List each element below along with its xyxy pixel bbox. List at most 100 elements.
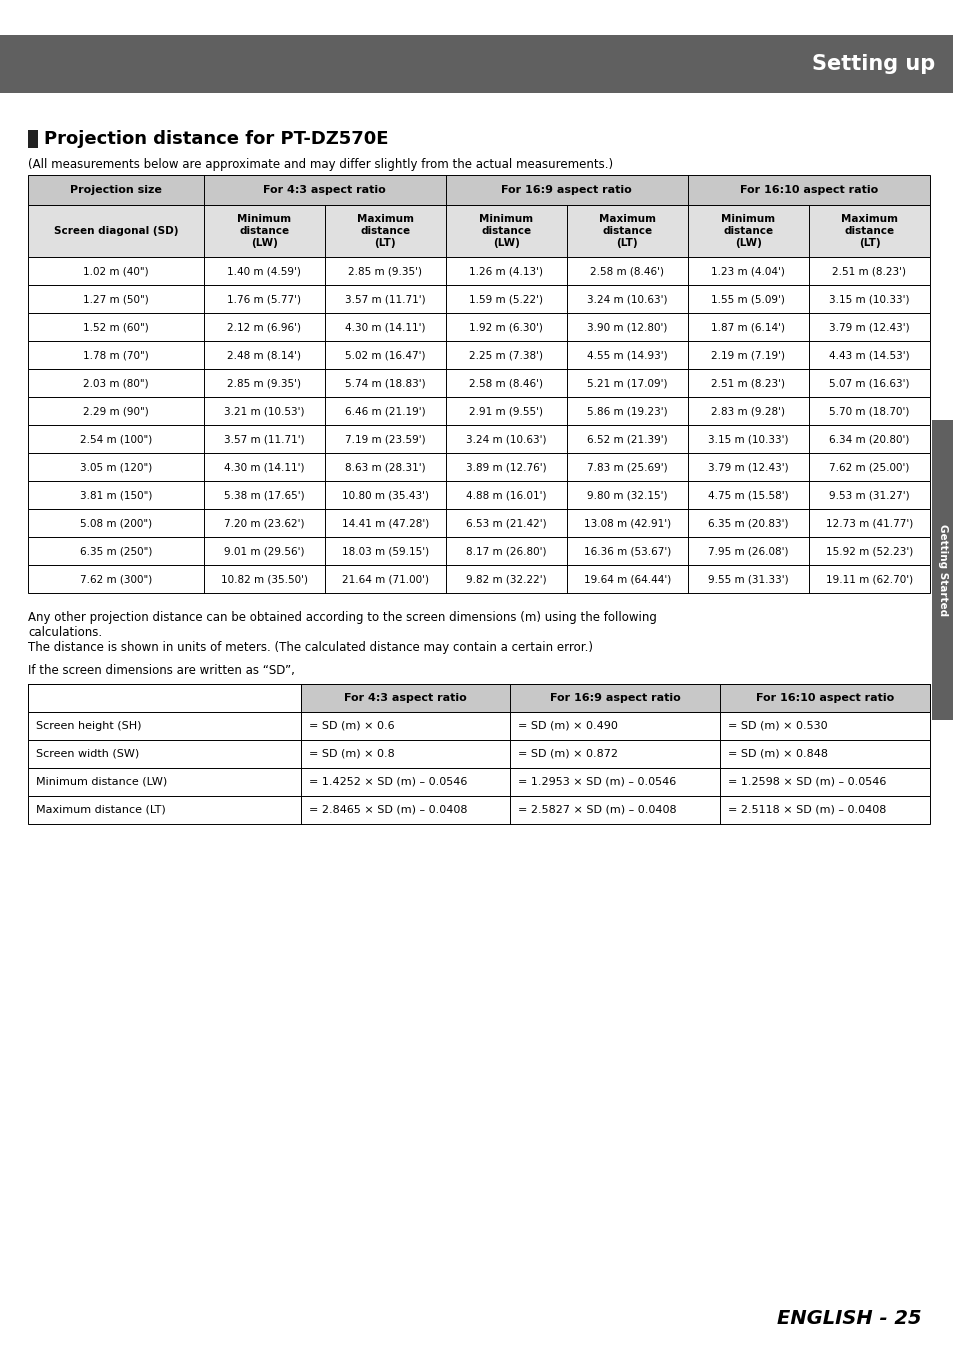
Text: 4.30 m (14.11'): 4.30 m (14.11') — [224, 462, 304, 472]
Text: 3.57 m (11.71'): 3.57 m (11.71') — [224, 433, 304, 444]
Text: = SD (m) × 0.848: = SD (m) × 0.848 — [727, 749, 827, 759]
Text: 3.15 m (10.33'): 3.15 m (10.33') — [828, 294, 909, 304]
Text: 12.73 m (41.77'): 12.73 m (41.77') — [825, 518, 912, 528]
Text: ENGLISH - 25: ENGLISH - 25 — [777, 1310, 921, 1328]
Bar — [28, 454, 929, 481]
Text: 2.03 m (80"): 2.03 m (80") — [83, 378, 149, 387]
Text: Maximum
distance
(LT): Maximum distance (LT) — [598, 213, 655, 248]
Text: 2.91 m (9.55'): 2.91 m (9.55') — [469, 406, 542, 416]
Bar — [931, 420, 953, 720]
Text: 3.05 m (120"): 3.05 m (120") — [79, 462, 152, 472]
Text: 3.79 m (12.43'): 3.79 m (12.43') — [707, 462, 788, 472]
Text: Any other projection distance can be obtained according to the screen dimensions: Any other projection distance can be obt… — [28, 612, 657, 624]
Text: For 16:9 aspect ratio: For 16:9 aspect ratio — [549, 693, 680, 703]
Text: For 4:3 aspect ratio: For 4:3 aspect ratio — [344, 693, 466, 703]
Text: Screen diagonal (SD): Screen diagonal (SD) — [53, 225, 178, 236]
Text: = SD (m) × 0.490: = SD (m) × 0.490 — [517, 721, 618, 730]
Text: 4.43 m (14.53'): 4.43 m (14.53') — [828, 350, 909, 360]
Text: = 1.2598 × SD (m) – 0.0546: = 1.2598 × SD (m) – 0.0546 — [727, 778, 885, 787]
Text: 5.08 m (200"): 5.08 m (200") — [80, 518, 152, 528]
Text: Screen height (SH): Screen height (SH) — [36, 721, 141, 730]
Text: Minimum
distance
(LW): Minimum distance (LW) — [478, 213, 533, 248]
Text: 3.15 m (10.33'): 3.15 m (10.33') — [707, 433, 788, 444]
Text: 10.80 m (35.43'): 10.80 m (35.43') — [341, 490, 428, 500]
Bar — [300, 684, 929, 711]
Bar — [28, 796, 929, 824]
Bar — [28, 481, 929, 509]
Text: 4.75 m (15.58'): 4.75 m (15.58') — [707, 490, 788, 500]
Text: 1.02 m (40"): 1.02 m (40") — [83, 266, 149, 275]
Text: 9.82 m (32.22'): 9.82 m (32.22') — [465, 574, 546, 585]
Text: 7.20 m (23.62'): 7.20 m (23.62') — [224, 518, 304, 528]
Text: = 2.5827 × SD (m) – 0.0408: = 2.5827 × SD (m) – 0.0408 — [517, 805, 677, 815]
Text: 7.62 m (25.00'): 7.62 m (25.00') — [828, 462, 909, 472]
Text: 2.29 m (90"): 2.29 m (90") — [83, 406, 149, 416]
Bar — [28, 313, 929, 342]
Text: 9.01 m (29.56'): 9.01 m (29.56') — [224, 545, 304, 556]
Bar — [28, 566, 929, 593]
Text: 4.30 m (14.11'): 4.30 m (14.11') — [345, 323, 425, 332]
Text: 2.51 m (8.23'): 2.51 m (8.23') — [711, 378, 784, 387]
Text: 1.78 m (70"): 1.78 m (70") — [83, 350, 149, 360]
Text: 1.59 m (5.22'): 1.59 m (5.22') — [469, 294, 542, 304]
Text: 18.03 m (59.15'): 18.03 m (59.15') — [341, 545, 428, 556]
Text: calculations.: calculations. — [28, 626, 102, 639]
Bar — [28, 256, 929, 285]
Text: 2.19 m (7.19'): 2.19 m (7.19') — [711, 350, 784, 360]
Text: 2.85 m (9.35'): 2.85 m (9.35') — [227, 378, 301, 387]
Text: 7.62 m (300"): 7.62 m (300") — [79, 574, 152, 585]
Text: = 1.2953 × SD (m) – 0.0546: = 1.2953 × SD (m) – 0.0546 — [517, 778, 676, 787]
Text: 9.80 m (32.15'): 9.80 m (32.15') — [586, 490, 667, 500]
Text: 6.52 m (21.39'): 6.52 m (21.39') — [586, 433, 667, 444]
Text: 3.81 m (150"): 3.81 m (150") — [79, 490, 152, 500]
Text: 5.70 m (18.70'): 5.70 m (18.70') — [828, 406, 909, 416]
Text: 6.46 m (21.19'): 6.46 m (21.19') — [344, 406, 425, 416]
Text: 5.07 m (16.63'): 5.07 m (16.63') — [828, 378, 909, 387]
Text: 2.48 m (8.14'): 2.48 m (8.14') — [227, 350, 301, 360]
Text: 16.36 m (53.67'): 16.36 m (53.67') — [583, 545, 670, 556]
Bar — [28, 684, 929, 711]
Text: Maximum
distance
(LT): Maximum distance (LT) — [356, 213, 414, 248]
Text: For 16:10 aspect ratio: For 16:10 aspect ratio — [755, 693, 893, 703]
Text: 2.58 m (8.46'): 2.58 m (8.46') — [469, 378, 542, 387]
Text: 5.86 m (19.23'): 5.86 m (19.23') — [586, 406, 667, 416]
Text: Getting Started: Getting Started — [937, 524, 947, 616]
Text: 2.58 m (8.46'): 2.58 m (8.46') — [590, 266, 663, 275]
Text: 6.35 m (250"): 6.35 m (250") — [79, 545, 152, 556]
Text: 2.85 m (9.35'): 2.85 m (9.35') — [348, 266, 422, 275]
Text: 6.35 m (20.83'): 6.35 m (20.83') — [707, 518, 788, 528]
Text: The distance is shown in units of meters. (The calculated distance may contain a: The distance is shown in units of meters… — [28, 641, 593, 653]
Bar — [28, 176, 929, 205]
Text: 14.41 m (47.28'): 14.41 m (47.28') — [341, 518, 428, 528]
Text: 8.17 m (26.80'): 8.17 m (26.80') — [465, 545, 546, 556]
Text: 3.24 m (10.63'): 3.24 m (10.63') — [586, 294, 667, 304]
Bar — [28, 684, 300, 711]
Text: = 2.5118 × SD (m) – 0.0408: = 2.5118 × SD (m) – 0.0408 — [727, 805, 885, 815]
Bar — [28, 285, 929, 313]
Text: 19.11 m (62.70'): 19.11 m (62.70') — [825, 574, 912, 585]
Text: 3.79 m (12.43'): 3.79 m (12.43') — [828, 323, 909, 332]
Text: 9.55 m (31.33'): 9.55 m (31.33') — [707, 574, 788, 585]
Bar — [28, 509, 929, 537]
Bar — [28, 711, 929, 740]
Text: For 16:9 aspect ratio: For 16:9 aspect ratio — [501, 185, 632, 194]
Text: 5.74 m (18.83'): 5.74 m (18.83') — [344, 378, 425, 387]
Text: 8.63 m (28.31'): 8.63 m (28.31') — [344, 462, 425, 472]
Text: 21.64 m (71.00'): 21.64 m (71.00') — [341, 574, 428, 585]
Text: 4.88 m (16.01'): 4.88 m (16.01') — [465, 490, 546, 500]
Text: (All measurements below are approximate and may differ slightly from the actual : (All measurements below are approximate … — [28, 158, 613, 171]
Text: 1.27 m (50"): 1.27 m (50") — [83, 294, 149, 304]
Text: 2.25 m (7.38'): 2.25 m (7.38') — [469, 350, 542, 360]
Text: Minimum
distance
(LW): Minimum distance (LW) — [720, 213, 775, 248]
Text: 2.54 m (100"): 2.54 m (100") — [79, 433, 152, 444]
Text: If the screen dimensions are written as “SD”,: If the screen dimensions are written as … — [28, 664, 294, 676]
Bar — [28, 740, 929, 768]
Text: = 1.4252 × SD (m) – 0.0546: = 1.4252 × SD (m) – 0.0546 — [309, 778, 467, 787]
Text: 3.21 m (10.53'): 3.21 m (10.53') — [224, 406, 304, 416]
Bar — [28, 342, 929, 369]
Text: 3.57 m (11.71'): 3.57 m (11.71') — [344, 294, 425, 304]
Text: 7.95 m (26.08'): 7.95 m (26.08') — [707, 545, 788, 556]
Text: 13.08 m (42.91'): 13.08 m (42.91') — [583, 518, 670, 528]
Text: = 2.8465 × SD (m) – 0.0408: = 2.8465 × SD (m) – 0.0408 — [309, 805, 467, 815]
Text: 1.55 m (5.09'): 1.55 m (5.09') — [711, 294, 784, 304]
